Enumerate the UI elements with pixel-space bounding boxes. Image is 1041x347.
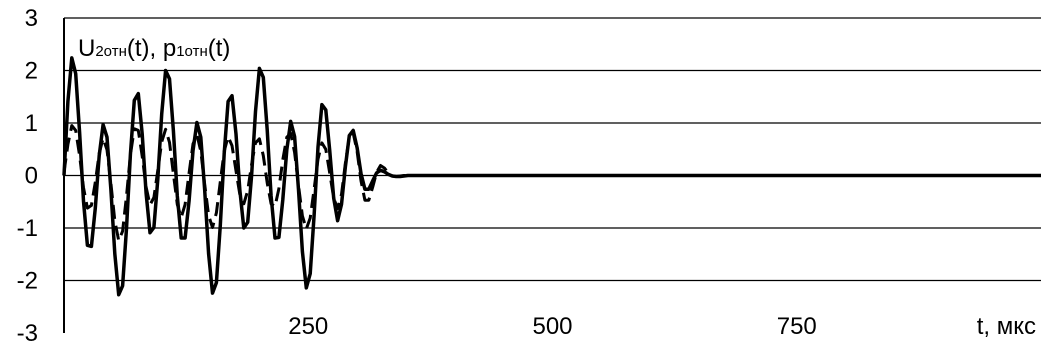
series-label-p: p <box>163 35 176 62</box>
x-axis-label: t, мкс <box>977 313 1036 340</box>
series-line-solid <box>62 56 1041 297</box>
y-tick-label--3: -3 <box>17 320 38 347</box>
y-tick-label-3: 3 <box>25 5 38 32</box>
y-tick-label-1: 1 <box>25 110 38 137</box>
series-label-p-args: (t) <box>208 35 231 62</box>
series-label: U2отн(t), p1отн(t) <box>78 35 230 62</box>
series-label-p-subscript: 1отн <box>176 43 208 60</box>
series-layer <box>62 56 1041 297</box>
y-tick-label--1: -1 <box>17 215 38 242</box>
y-tick-label-0: 0 <box>25 163 38 190</box>
series-line-dashed <box>62 124 1041 243</box>
series-label-u-subscript: 2отн <box>95 43 127 60</box>
x-tick-label-750: 750 <box>777 313 817 340</box>
y-axis-tick-labels: 3 2 1 0 -1 -2 -3 <box>17 5 38 347</box>
series-label-u: U <box>78 35 95 62</box>
x-tick-label-500: 500 <box>532 313 572 340</box>
series-label-u-args: (t), <box>127 35 163 62</box>
x-tick-label-250: 250 <box>288 313 328 340</box>
x-axis-tick-labels: 250 500 750 <box>288 313 817 340</box>
y-tick-label--2: -2 <box>17 268 38 295</box>
y-tick-label-2: 2 <box>25 58 38 85</box>
